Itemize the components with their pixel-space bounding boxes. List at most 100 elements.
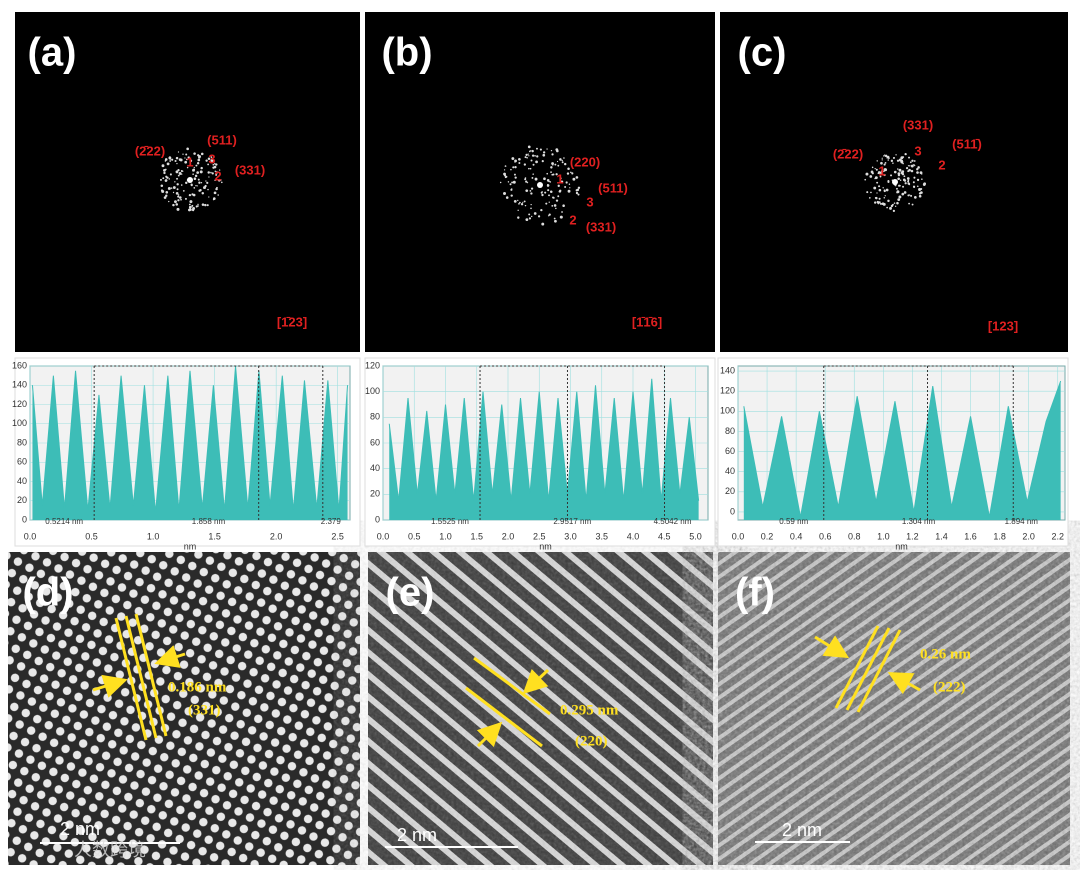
fft-speckle [874, 168, 876, 170]
fft-speckle [884, 161, 887, 164]
fft-speckle [518, 203, 520, 205]
fft-speckle [896, 190, 900, 194]
fft-speckle [200, 182, 203, 184]
spot-label: 2 [938, 157, 945, 172]
fft-speckle [896, 159, 900, 162]
fft-speckle [869, 175, 872, 177]
fft-speckle [203, 186, 206, 190]
fft-speckle [884, 154, 886, 156]
fft-speckle [520, 203, 524, 206]
fft-speckle [887, 181, 890, 184]
fft-speckle [883, 173, 886, 177]
fft-speckle [510, 168, 512, 171]
x-tick-label: 1.5 [208, 531, 221, 541]
fft-speckle [908, 183, 911, 186]
fft-speckle [518, 157, 521, 161]
fft-speckle [192, 168, 195, 172]
fft-speckle [541, 222, 545, 226]
fft-speckle [910, 194, 913, 197]
fft-speckle [565, 181, 568, 184]
fft-speckle [549, 181, 552, 183]
fft-speckle [205, 159, 208, 162]
fft-speckle [868, 197, 871, 199]
fft-speckle [871, 172, 874, 175]
y-tick-label: 20 [370, 489, 380, 499]
fft-speckle [175, 203, 179, 206]
fft-speckle [182, 170, 184, 172]
fft-speckle [164, 179, 168, 183]
fft-speckle [208, 176, 210, 178]
fft-speckle [890, 204, 894, 208]
y-tick-label: 40 [370, 463, 380, 473]
fft-speckle [526, 156, 528, 159]
fft-speckle [567, 189, 571, 193]
fft-speckle [517, 199, 519, 202]
x-tick-label: 1.4 [935, 531, 948, 541]
fft-speckle [570, 171, 572, 174]
fft-speckle [197, 158, 201, 162]
fft-speckle [524, 204, 527, 207]
profile-line [388, 378, 700, 501]
fft-speckle [527, 145, 531, 149]
profile-area [32, 366, 348, 520]
y-tick-label: 0 [22, 514, 27, 524]
fft-speckle [879, 202, 883, 205]
fft-center [187, 177, 193, 183]
spot-label: 2 [569, 212, 576, 227]
fft-speckle [176, 177, 179, 180]
y-tick-label: 100 [365, 386, 380, 396]
fft-speckle [534, 177, 538, 181]
lattice-lines [92, 613, 921, 748]
fft-speckle [191, 204, 194, 207]
fft-speckle [883, 155, 885, 157]
fft-speckle [169, 173, 172, 176]
fft-speckle [162, 177, 165, 180]
fft-speckle [214, 179, 216, 182]
fft-speckle [514, 165, 517, 169]
cursor-label: 1.5525 nm [431, 517, 469, 526]
fft-speckle [884, 168, 888, 172]
fft-speckle [177, 151, 180, 153]
scale-bar-label: 2 nm [782, 820, 822, 840]
fft-speckle [210, 156, 213, 158]
y-tick-label: 120 [720, 386, 735, 396]
fft-speckle [883, 170, 885, 173]
profile-area [743, 381, 1061, 520]
fft-speckle [907, 165, 910, 167]
fft-speckle [213, 191, 217, 195]
fft-speckle [529, 190, 532, 192]
fft-speckle [503, 192, 507, 196]
fft-speckle [903, 179, 907, 182]
fft-speckle [168, 200, 170, 203]
fft-speckle [532, 173, 534, 175]
fft-speckle [557, 184, 560, 187]
fft-speckle [178, 196, 182, 199]
fft-speckle [557, 182, 559, 184]
fft-speckle [914, 165, 916, 167]
y-tick-label: 0 [375, 514, 380, 524]
fft-speckle [196, 171, 199, 174]
fft-speckle [171, 158, 174, 161]
fft-speckle [529, 167, 532, 170]
fft-speckle [902, 156, 905, 159]
fft-speckle [913, 160, 916, 162]
fft-speckle [177, 168, 180, 172]
fft-speckle [911, 159, 914, 162]
fft-speckle [215, 174, 218, 176]
fft-speckle [505, 196, 509, 199]
fft-speckle [874, 177, 876, 180]
fft-speckle [553, 217, 556, 220]
fft-speckle [525, 189, 529, 193]
fft-speckle [530, 159, 533, 162]
hrtem-image [8, 552, 360, 865]
fft-speckle [185, 153, 188, 156]
fft-speckle [204, 203, 207, 207]
fft-speckle [513, 173, 516, 176]
fft-speckle [870, 191, 872, 194]
x-tick-label: 0.0 [24, 531, 37, 541]
fft-speckle [913, 163, 915, 166]
fft-speckle [897, 172, 901, 176]
x-tick-label: 2.0 [270, 531, 283, 541]
fft-speckle [916, 178, 920, 182]
